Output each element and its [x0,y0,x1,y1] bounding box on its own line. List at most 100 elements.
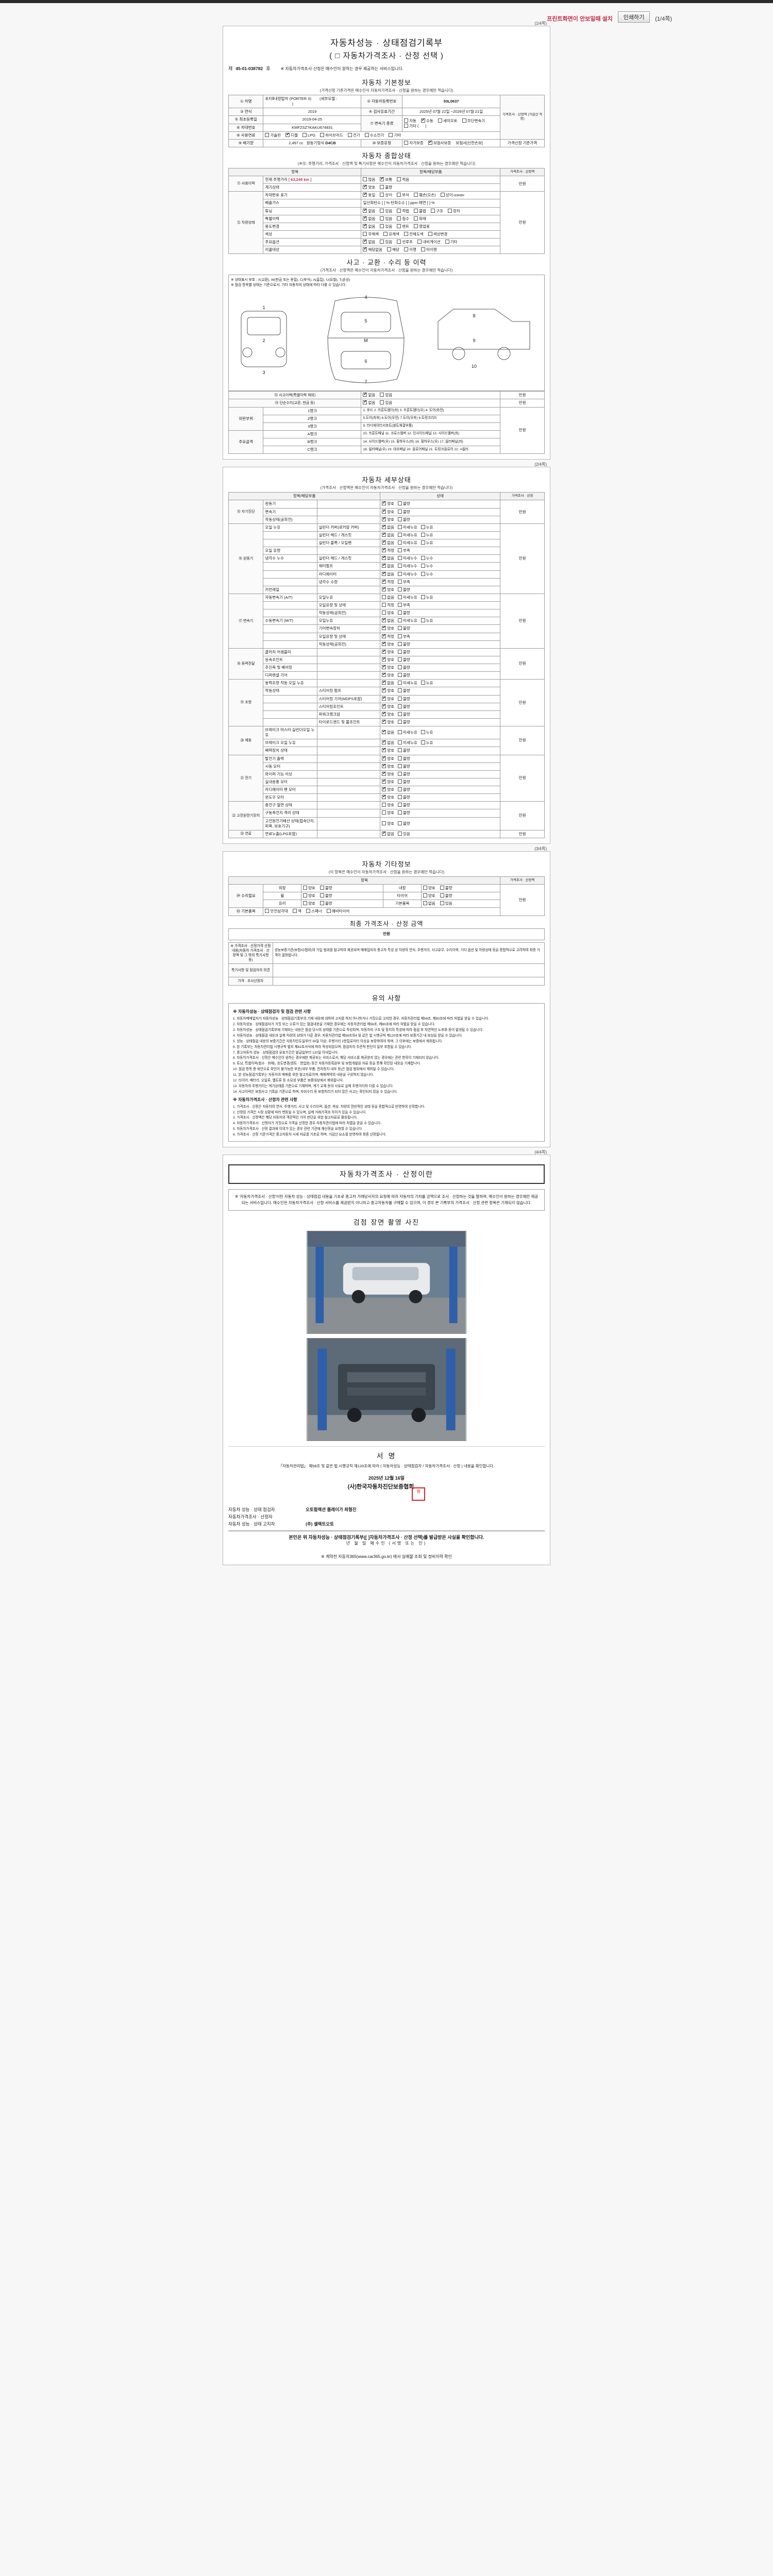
jack[interactable]: 잭 [293,909,301,914]
detail-option-미세누유[interactable]: 미세누유 [398,740,417,745]
detail-option-불량[interactable]: 불량 [398,688,410,693]
exterior-bad[interactable]: 불량 [320,886,332,891]
recall-option-notdone[interactable]: 미이행 [421,247,437,252]
detail-option-없음[interactable]: 없음 [382,539,394,546]
detail-option-불량[interactable]: 불량 [398,673,410,678]
glass-good[interactable]: 양호 [303,901,315,906]
usage-option-few[interactable]: 적음 [397,177,409,182]
tire-good[interactable]: 양호 [423,893,435,899]
detail-option-양호[interactable]: 양호 [382,771,394,777]
detail-option-불량[interactable]: 불량 [398,509,410,515]
vin-option-same[interactable]: 동일 [363,192,375,198]
detail-option-불량[interactable]: 불량 [398,756,410,761]
interior-good[interactable]: 양호 [423,886,435,891]
detail-option-적정[interactable]: 적정 [382,633,394,639]
detail-option-불량[interactable]: 불량 [398,517,410,522]
vin-option-damage[interactable]: 훼손(오손) [414,193,436,198]
color-option-achromatic[interactable]: 무채색 [363,231,379,237]
detail-option-미세누유[interactable]: 미세누유 [398,540,417,546]
detail-option-미세누수[interactable]: 미세누수 [398,571,417,577]
detail-option-양호[interactable]: 양호 [382,821,394,826]
color-option-repaint[interactable]: 전체도색 [404,231,424,237]
detail-option-불량[interactable]: 불량 [398,649,410,655]
warranty-option-self[interactable]: 자가보증 [404,140,424,146]
spare-tire[interactable]: 예비타이어 [326,909,349,914]
detail-option-양호[interactable]: 양호 [382,803,394,808]
detail-option-양호[interactable]: 양호 [382,687,394,693]
vehicle-damage-diagram[interactable]: 1 2 3 4 5 M 6 7 8 9 10 [228,289,545,392]
detail-option-적정[interactable]: 적정 [382,579,394,585]
fuel-option-gasoline[interactable]: 가솔린 [265,132,281,138]
detail-option-미세누유[interactable]: 미세누유 [398,681,417,686]
detail-option-불량[interactable]: 불량 [398,611,410,616]
detail-option-양호[interactable]: 양호 [382,656,394,663]
tuning-option-device[interactable]: 장치 [447,208,460,214]
usechange-option-yes[interactable]: 있음 [380,224,392,229]
detail-option-부족[interactable]: 부족 [398,548,410,553]
tire-bad[interactable]: 불량 [440,893,452,899]
tuning-option-legal[interactable]: 적법 [397,208,409,214]
detail-option-불량[interactable]: 불량 [398,764,410,769]
detail-option-미세누유[interactable]: 미세누유 [398,532,417,538]
trans-option-semiauto[interactable]: 세미오토 [438,118,458,124]
detail-option-누유[interactable]: 누유 [421,524,433,530]
detail-option-없음[interactable]: 없음 [382,532,394,538]
detail-option-미세누수[interactable]: 미세누수 [398,556,417,561]
detail-option-누수[interactable]: 누수 [421,571,433,577]
accident-option-none[interactable]: 없음 [363,392,375,398]
recall-option-na[interactable]: 해당없음 [363,246,382,252]
detail-option-양호[interactable]: 양호 [382,649,394,655]
detail-option-양호[interactable]: 양호 [382,711,394,717]
detail-option-없음[interactable]: 없음 [382,617,394,623]
basic-items-none[interactable]: 없음 [423,901,435,906]
wheel-good[interactable]: 양호 [303,893,315,899]
usage-option-normal[interactable]: 보통 [380,176,392,182]
fuel-option-electric[interactable]: 전기 [347,132,360,138]
vin-option-stamp[interactable]: 부식 [397,193,409,198]
vin-option-none[interactable]: 상이-означ [440,193,464,198]
warranty-option-insurer[interactable]: 보험사보증 [428,140,451,146]
detail-option-누유[interactable]: 누유 [421,595,433,600]
detail-option-양호[interactable]: 양호 [382,625,394,631]
fuel-option-lpg[interactable]: LPG [303,132,315,138]
detail-option-불량[interactable]: 불량 [398,704,410,709]
detail-option-없음[interactable]: 없음 [382,831,394,837]
detail-option-양호[interactable]: 양호 [382,586,394,592]
detail-option-양호[interactable]: 양호 [382,611,394,616]
detail-option-부족[interactable]: 부족 [398,603,410,608]
accident-option-yes[interactable]: 있음 [380,393,392,398]
wheel-bad[interactable]: 불량 [320,893,332,899]
basic-items-yes[interactable]: 있음 [440,901,452,906]
color-option-change[interactable]: 색상변경 [428,231,447,237]
detail-option-불량[interactable]: 불량 [398,771,410,777]
detail-option-양호[interactable]: 양호 [382,778,394,785]
detail-option-불량[interactable]: 불량 [398,587,410,592]
color-option-chromatic[interactable]: 유채색 [383,231,399,237]
tuning-option-yes[interactable]: 있음 [380,208,392,214]
tuning-option-illegal[interactable]: 불법 [414,208,426,214]
option-yes[interactable]: 있음 [380,240,392,245]
detail-option-양호[interactable]: 양호 [382,719,394,725]
detail-option-양호[interactable]: 양호 [382,672,394,678]
detail-option-양호[interactable]: 양호 [382,516,394,522]
detail-option-양호[interactable]: 양호 [382,763,394,769]
detail-option-양호[interactable]: 양호 [382,500,394,506]
detail-option-적정[interactable]: 적정 [382,603,394,608]
detail-option-불량[interactable]: 불량 [398,711,410,717]
detail-option-있음[interactable]: 있음 [398,831,410,837]
usage-option-many[interactable]: 많음 [363,177,375,182]
detail-option-누수[interactable]: 누수 [421,556,433,561]
detail-option-불량[interactable]: 불량 [398,810,410,816]
detail-option-미세누유[interactable]: 미세누유 [398,595,417,600]
detail-option-미세누유[interactable]: 미세누유 [398,618,417,623]
option-none[interactable]: 없음 [363,239,375,245]
detail-option-부족[interactable]: 부족 [398,634,410,639]
fuel-option-diesel[interactable]: 디젤 [285,132,298,138]
detail-option-누유[interactable]: 누유 [421,540,433,546]
special-option-flood[interactable]: 침수 [397,216,409,222]
detail-option-양호[interactable]: 양호 [382,794,394,800]
recall-option-done[interactable]: 이행 [404,247,416,252]
trans-option-cvt[interactable]: 무단변속기 [462,118,485,124]
detail-option-양호[interactable]: 양호 [382,747,394,753]
detail-option-없음[interactable]: 없음 [382,571,394,577]
